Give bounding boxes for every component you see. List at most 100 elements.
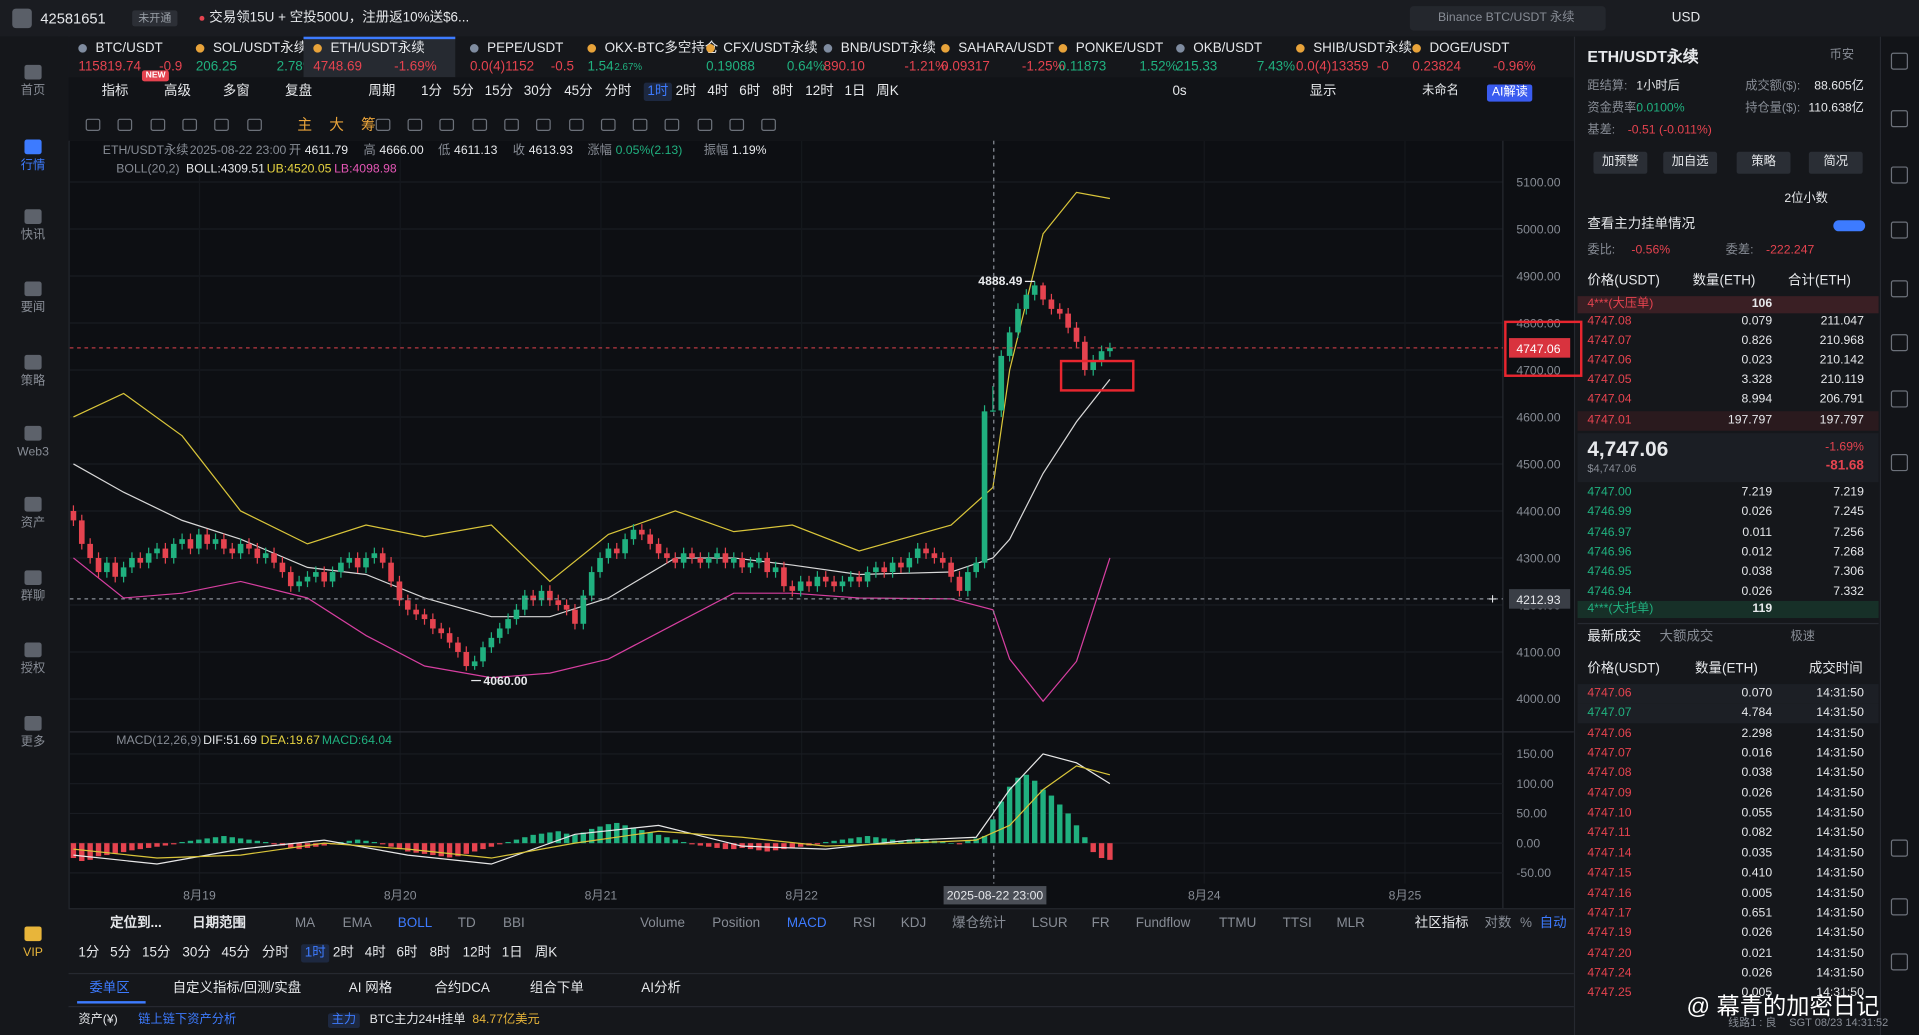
nav-item[interactable]: 快讯 <box>20 228 46 243</box>
indicator-button[interactable]: TTSI <box>1282 916 1312 931</box>
period-button[interactable]: 周K <box>534 945 558 961</box>
ai-button[interactable]: AI解读 <box>1486 84 1533 102</box>
nav-item[interactable]: 授权 <box>20 662 46 676</box>
tab-name[interactable]: SHIB/USDT永续 <box>1313 40 1412 56</box>
label[interactable]: 对数 <box>1484 916 1512 931</box>
period-button[interactable]: 周K <box>876 83 899 99</box>
period-button[interactable]: 15分 <box>484 83 514 99</box>
locate-button[interactable]: 定位到... <box>110 916 162 931</box>
tab-name[interactable]: BNB/USDT永续 <box>840 40 936 56</box>
period-button[interactable]: 12时 <box>805 83 834 99</box>
tool-button[interactable]: 周期 <box>368 83 396 99</box>
nav-item[interactable]: VIP <box>23 946 43 960</box>
bottom-tab[interactable]: 合约DCA <box>434 980 490 996</box>
tab-name[interactable]: BTC/USDT <box>95 40 163 56</box>
tab-name[interactable]: SAHARA/USDT <box>958 40 1055 56</box>
label[interactable]: 自动 <box>1539 916 1567 931</box>
nav-item[interactable]: 行情 <box>20 159 46 173</box>
label[interactable]: % <box>1520 916 1532 931</box>
indicator-button[interactable]: Position <box>712 916 761 931</box>
indicator-button[interactable]: MLR <box>1336 916 1365 931</box>
indicator-button[interactable]: BBI <box>503 916 525 931</box>
period-button[interactable]: 6时 <box>739 83 761 99</box>
panel-button[interactable]: 简况 <box>1823 155 1849 169</box>
indicator-button[interactable]: EMA <box>342 916 372 931</box>
period-button[interactable]: 4时 <box>707 83 729 99</box>
indicator-button[interactable]: Volume <box>640 916 685 931</box>
label[interactable]: 链上链下资产分析 <box>138 1013 237 1027</box>
tab-name[interactable]: PEPE/USDT <box>487 40 564 56</box>
period-button[interactable]: 5分 <box>110 945 132 961</box>
panel-button[interactable]: 加自选 <box>1671 155 1709 169</box>
period-button[interactable]: 8时 <box>772 83 794 99</box>
indicator-button[interactable]: RSI <box>853 916 876 931</box>
indicator-button[interactable]: BOLL <box>397 916 433 931</box>
panel-button[interactable]: 加预警 <box>1602 155 1639 169</box>
tab-name[interactable]: SOL/USDT永续 <box>212 40 308 56</box>
period-button[interactable]: 6时 <box>396 945 418 961</box>
nav-item[interactable]: 资产 <box>20 516 46 530</box>
indicator-button[interactable]: KDJ <box>900 916 927 931</box>
period-button[interactable]: 30分 <box>182 945 211 961</box>
nav-item[interactable]: 群聊 <box>20 589 46 604</box>
tool-button[interactable]: 多窗 <box>222 83 250 99</box>
period-button[interactable]: 2时 <box>675 83 697 99</box>
tool-button[interactable]: 主 <box>297 116 313 134</box>
tab-name[interactable]: OKB/USDT <box>1193 40 1263 56</box>
indicator-button[interactable]: Fundflow <box>1135 916 1191 931</box>
bottom-tab[interactable]: 委单区 <box>89 980 130 996</box>
period-button[interactable]: 30分 <box>523 83 553 99</box>
label[interactable]: 大额成交 <box>1659 629 1714 645</box>
tool-button[interactable]: 筹 <box>361 116 376 134</box>
indicator-button[interactable]: LSUR <box>1031 916 1068 931</box>
period-button[interactable]: 1分 <box>78 945 100 961</box>
period-button[interactable]: 5分 <box>452 83 474 99</box>
period-button[interactable]: 1时 <box>643 82 673 101</box>
period-button[interactable]: 4时 <box>364 945 386 961</box>
period-button[interactable]: 45分 <box>221 945 250 961</box>
period-button[interactable]: 12时 <box>462 945 492 961</box>
label[interactable]: 最新成交 <box>1587 629 1642 645</box>
range-button[interactable]: 日期范围 <box>192 916 246 931</box>
nav-item[interactable]: 要闻 <box>20 301 46 315</box>
bottom-tab[interactable]: AI分析 <box>641 980 681 996</box>
bottom-tab[interactable]: 组合下单 <box>529 980 584 996</box>
indicator-button[interactable]: MACD <box>786 916 827 931</box>
bottom-tab[interactable]: AI 网格 <box>348 980 393 996</box>
period-button[interactable]: 15分 <box>141 945 171 961</box>
indicator-button[interactable]: TD <box>457 916 476 931</box>
layout-button[interactable]: 未命名 <box>1422 84 1459 98</box>
nav-item[interactable]: 首页 <box>20 84 46 98</box>
label[interactable]: 2位小数 <box>1784 192 1828 206</box>
tab-name[interactable]: OKX-BTC多空持仓 <box>604 40 719 56</box>
period-button[interactable]: 45分 <box>564 83 593 99</box>
nav-item[interactable]: Web3 <box>17 445 49 459</box>
panel-button[interactable]: 策略 <box>1751 155 1776 169</box>
period-button[interactable]: 1分 <box>421 83 442 99</box>
tab-name[interactable]: CFX/USDT永续 <box>723 40 818 56</box>
period-button[interactable]: 分时 <box>604 83 632 99</box>
tab-name[interactable]: ETH/USDT永续 <box>330 40 425 56</box>
tab-name[interactable]: PONKE/USDT <box>1075 40 1164 56</box>
period-button[interactable]: 2时 <box>332 945 354 961</box>
label[interactable]: 社区指标 <box>1414 916 1469 931</box>
indicator-button[interactable]: FR <box>1091 916 1110 931</box>
nav-item[interactable]: 策略 <box>20 374 46 388</box>
indicator-button[interactable]: TTMU <box>1218 916 1257 931</box>
period-button[interactable]: 8时 <box>429 945 451 961</box>
label[interactable]: 查看主力挂单情况 <box>1587 217 1696 232</box>
period-button[interactable]: 1时 <box>301 944 330 963</box>
period-button[interactable]: 分时 <box>261 945 289 961</box>
display-button[interactable]: 显示 <box>1309 83 1337 99</box>
nav-item[interactable]: 更多 <box>20 735 46 749</box>
bottom-tab[interactable]: 自定义指标/回测/实盘 <box>172 980 302 996</box>
indicator-button[interactable]: MA <box>294 916 316 931</box>
period-button[interactable]: 1日 <box>844 83 866 99</box>
period-button[interactable]: 1日 <box>501 945 523 961</box>
indicator-button[interactable]: 爆仓统计 <box>952 916 1007 931</box>
tool-button[interactable]: 复盘 <box>285 83 313 99</box>
tool-button[interactable]: 指标 <box>101 83 129 99</box>
search-box[interactable] <box>1409 6 1606 31</box>
tab-name[interactable]: DOGE/USDT <box>1429 40 1510 56</box>
tool-button[interactable]: 高级 <box>163 83 191 99</box>
